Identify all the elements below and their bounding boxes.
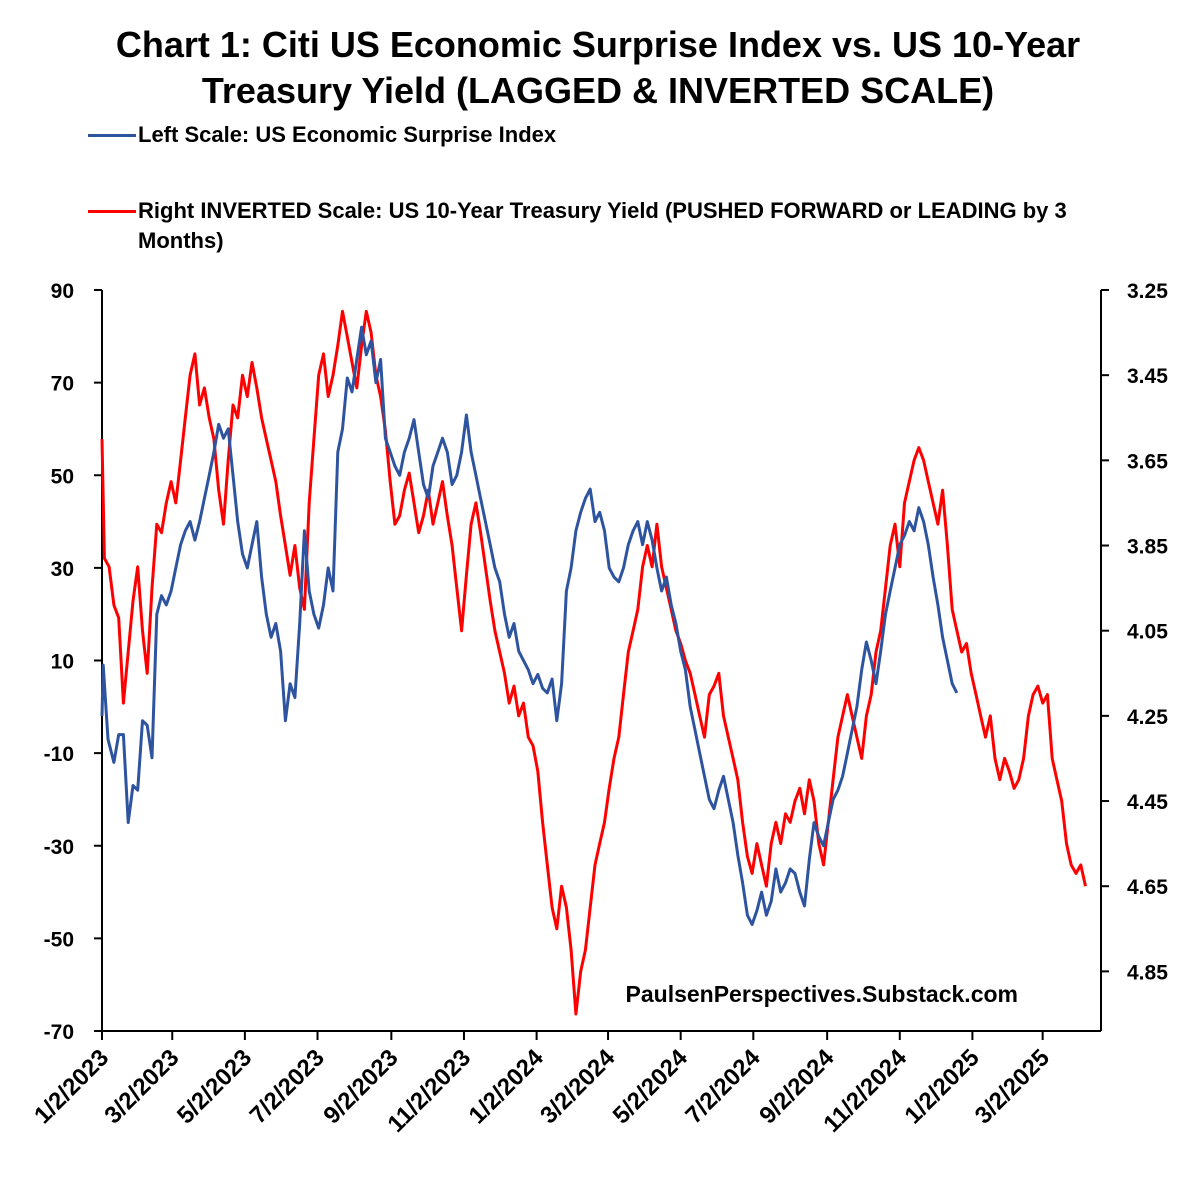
y-left-tick-label: 30 [51,558,74,581]
axes-group: 90 70 50 30 10 -10 -30 -50 -70 3.25 3.45 3.65 3.85 4.… [29,280,1168,1138]
x-tick-label: 7/2/2023 [245,1044,330,1129]
x-tick-label: 3/2/2025 [970,1044,1055,1129]
y-right-tick-label: 4.25 [1127,706,1168,729]
y-right-tick-label: 4.85 [1127,961,1168,984]
chart-title: Chart 1: Citi US Economic Surprise Index… [0,22,1196,114]
legend-label-treasury-yield: Right INVERTED Scale: US 10-Year Treasur… [138,198,1067,253]
x-tick-label: 1/2/2024 [464,1044,550,1130]
legend-label-surprise-index: Left Scale: US Economic Surprise Index [138,122,557,147]
x-tick-label: 7/2/2024 [680,1044,766,1130]
y-right-tick-label: 4.05 [1127,621,1168,644]
y-left-tick-label: -50 [44,928,74,951]
legend-entry-treasury-yield: Right INVERTED Scale: US 10-Year Treasur… [88,196,1138,256]
legend-swatch-red [88,210,136,213]
legend-entry-surprise-index: Left Scale: US Economic Surprise Index [88,120,556,150]
y-right-tick-label: 3.65 [1127,450,1168,473]
x-tick-label: 5/2/2024 [608,1044,694,1130]
y-right-tick-label: 3.85 [1127,536,1168,559]
y-left-tick-label: -70 [44,1021,74,1044]
y-left-tick-label: 70 [51,373,74,396]
y-right-tick-label: 4.45 [1127,791,1168,814]
x-tick-label: 3/2/2024 [535,1044,621,1130]
y-right-tick-label: 3.45 [1127,365,1168,388]
series-group [100,309,1087,1016]
series-line-treasury-yield [100,309,1087,1016]
legend-swatch-blue [88,134,136,137]
chart-title-line-1: Chart 1: Citi US Economic Surprise Index… [115,24,1081,65]
source-label: PaulsenPerspectives.Substack.com [626,981,1018,1007]
y-right-tick-label: 4.65 [1127,876,1168,899]
y-left-tick-label: 50 [51,465,74,488]
chart-title-line-2: Treasury Yield (LAGGED & INVERTED SCALE) [201,70,995,111]
y-right-tick-label: 3.25 [1127,280,1168,303]
y-left-tick-label: -10 [44,743,74,766]
x-tick-label: 5/2/2023 [172,1044,257,1129]
y-left-tick-label: 10 [51,651,74,674]
x-tick-label: 3/2/2023 [99,1044,184,1129]
x-tick-label: 1/2/2023 [29,1044,114,1129]
series-line-surprise-index [100,325,959,926]
y-left-tick-label: -30 [44,836,74,859]
x-tick-label: 1/2/2025 [899,1044,984,1129]
y-left-tick-label: 90 [51,280,74,303]
